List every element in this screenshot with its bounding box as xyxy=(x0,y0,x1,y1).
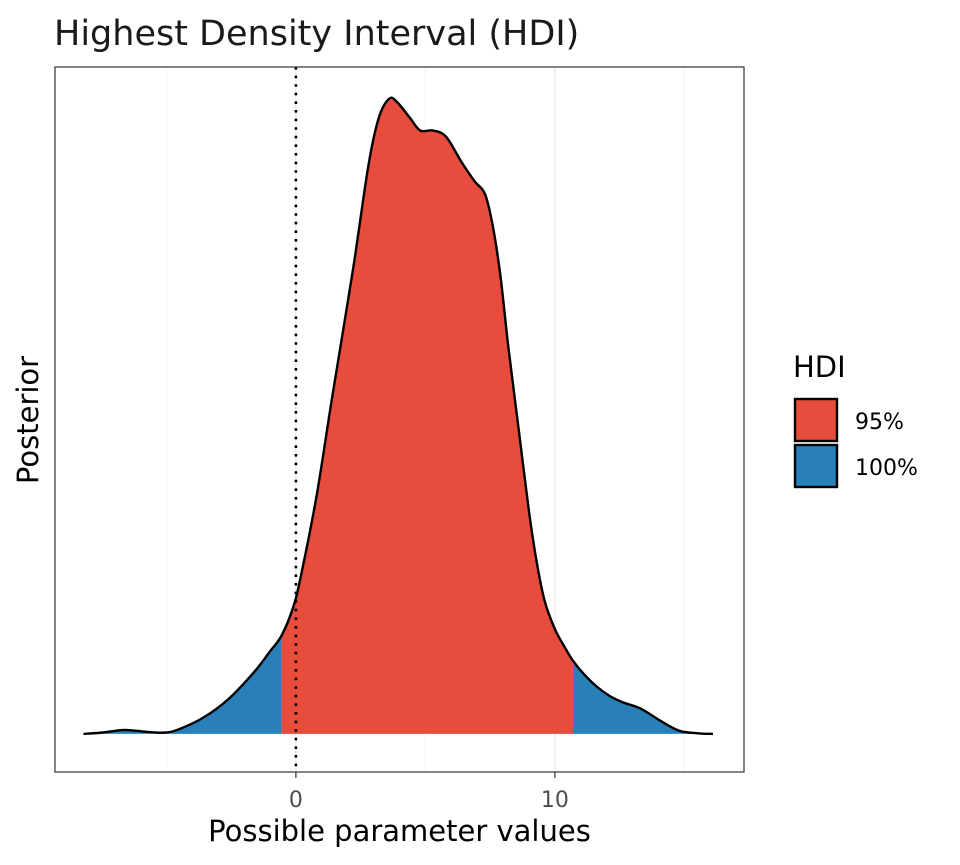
x-axis-title: Possible parameter values xyxy=(208,814,591,848)
hdi-100-right-tail xyxy=(573,660,713,734)
legend-label-95: 95% xyxy=(855,410,904,435)
legend-key-95 xyxy=(793,397,839,443)
plot-area: 0 10 xyxy=(54,66,745,813)
y-axis-title: Posterior xyxy=(11,356,45,484)
x-axis-ticks: 0 10 xyxy=(289,772,569,813)
legend-key-100 xyxy=(793,443,839,489)
panel-border xyxy=(54,66,745,773)
hdi-100-left-tail xyxy=(83,635,282,734)
x-tick-label: 0 xyxy=(289,788,303,813)
legend-title: HDI xyxy=(793,350,846,384)
density-outline xyxy=(83,96,713,736)
legend-label-100: 100% xyxy=(855,456,918,481)
legend: HDI 95% 100% xyxy=(793,350,918,489)
hdi-95-region xyxy=(281,97,574,734)
chart-title: Highest Density Interval (HDI) xyxy=(54,14,579,54)
x-tick-label: 10 xyxy=(541,788,569,813)
density-areas xyxy=(83,97,713,734)
